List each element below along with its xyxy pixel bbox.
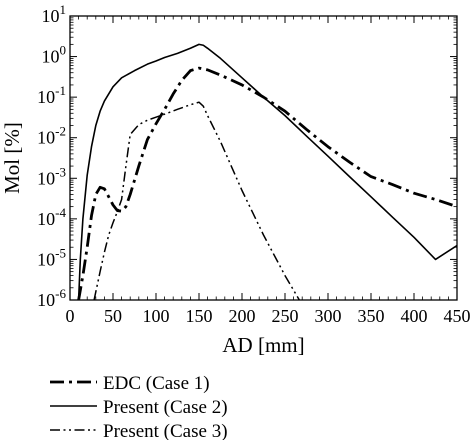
x-tick-label: 450 — [444, 306, 471, 326]
x-tick-label: 400 — [401, 306, 428, 326]
plot-frame — [69, 15, 458, 301]
series-line — [77, 66, 457, 300]
x-tick-label: 200 — [229, 306, 256, 326]
y-tick-label: 10-3 — [37, 164, 66, 188]
x-tick-label: 150 — [186, 306, 213, 326]
x-tick-label: 300 — [315, 306, 342, 326]
legend-label: Present (Case 2) — [103, 397, 228, 418]
series-line — [93, 101, 301, 300]
y-tick-label: 100 — [42, 43, 67, 67]
series-line — [77, 43, 457, 300]
x-tick-label: 50 — [104, 306, 122, 326]
y-tick-label: 10-5 — [37, 245, 66, 269]
x-tick-label: 0 — [66, 306, 75, 326]
y-axis-title: Mol [%] — [0, 122, 24, 194]
x-tick-label: 250 — [272, 306, 299, 326]
y-tick-label: 101 — [42, 2, 67, 26]
y-tick-label: 10-2 — [37, 124, 66, 148]
y-tick-label: 10-6 — [37, 286, 66, 310]
y-tick-label: 10-4 — [37, 205, 66, 229]
y-tick-label: 10-1 — [37, 83, 66, 107]
x-tick-label: 350 — [358, 306, 385, 326]
x-tick-label: 100 — [143, 306, 170, 326]
legend-label: Present (Case 3) — [103, 421, 228, 440]
legend-label: EDC (Case 1) — [103, 373, 210, 394]
x-axis-title: AD [mm] — [222, 333, 304, 357]
